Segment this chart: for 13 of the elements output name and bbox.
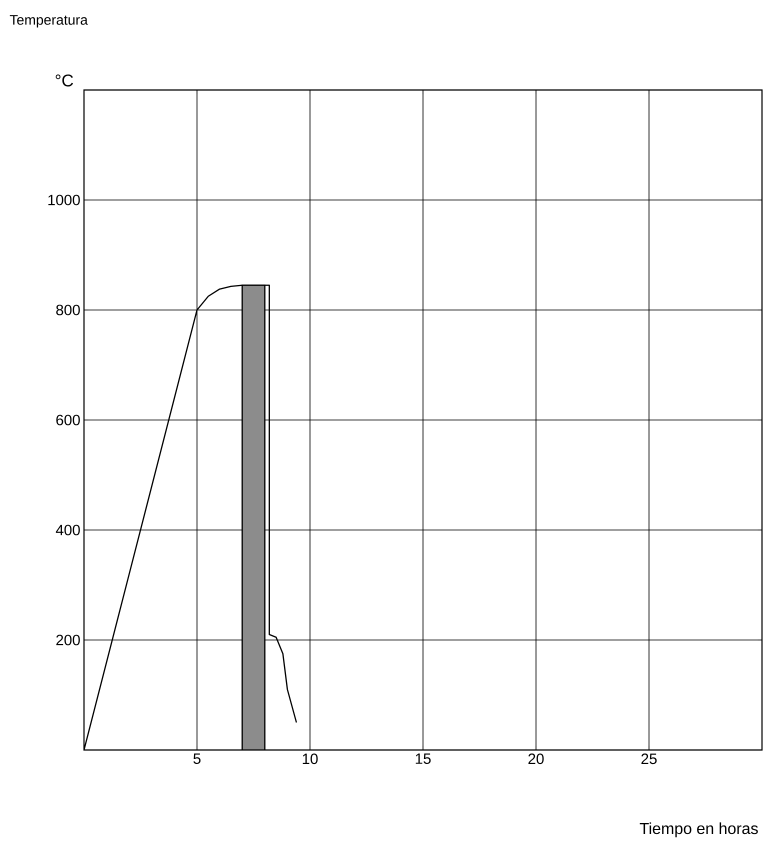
x-tick-label: 10 (302, 754, 318, 764)
y-tick-label: 800 (56, 304, 80, 316)
x-tick-label: 15 (416, 754, 431, 764)
x-axis-title: Tiempo en horas (640, 822, 758, 838)
chart-title: Temperatura (10, 15, 88, 28)
x-tick-label: 5 (193, 754, 201, 764)
y-tick-label: 1000 (48, 194, 80, 206)
x-tick-label: 20 (528, 754, 544, 764)
x-tick-label: 25 (641, 754, 657, 764)
y-axis-title: °C (56, 74, 74, 86)
y-tick-label: 400 (56, 524, 80, 536)
y-tick-label: 200 (56, 634, 80, 646)
y-tick-label: 600 (56, 414, 80, 426)
